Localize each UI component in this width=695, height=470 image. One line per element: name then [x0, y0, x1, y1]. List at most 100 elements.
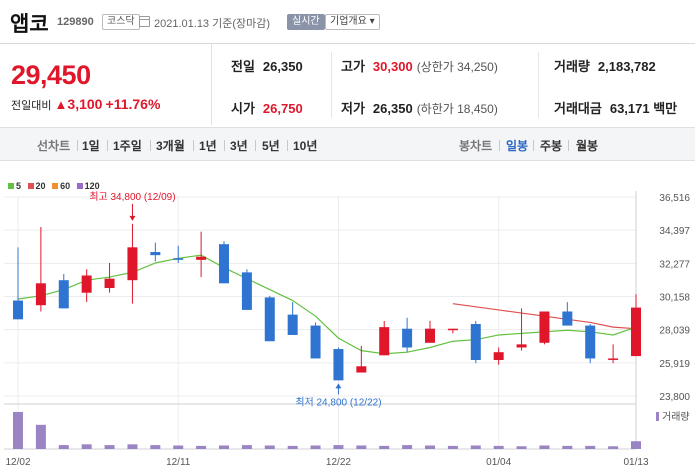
high-value: 30,300 [372, 59, 413, 74]
change-percent: +11.76% [105, 96, 161, 112]
prev-close-value: 26,350 [262, 59, 303, 74]
volume-bar [13, 411, 23, 449]
candle-body [81, 275, 92, 293]
realtime-button[interactable]: 실시간 [287, 14, 325, 30]
candle-body [356, 366, 367, 373]
volume-bar [608, 446, 619, 449]
amount-label: 거래대금 [554, 101, 602, 116]
y-tick-label: 23,800 [659, 392, 690, 403]
ma20-label: 20 [35, 181, 46, 191]
candle-body [539, 311, 550, 343]
ma120-label: 120 [84, 181, 100, 191]
period-3y[interactable]: 3년 [230, 139, 248, 153]
x-tick-label: 01/13 [623, 457, 648, 468]
period-1w[interactable]: 1주일 [113, 139, 142, 153]
candle-daily[interactable]: 일봉 [506, 139, 529, 153]
corp-info-button[interactable]: 기업개요 ▾ [325, 14, 380, 30]
period-separator [533, 140, 534, 151]
x-tick-label: 12/22 [326, 457, 351, 468]
high-label: 고가 [341, 59, 365, 74]
lower-limit: (하한가 18,450) [416, 102, 498, 116]
candle-weekly[interactable]: 주봉 [540, 139, 563, 153]
candle-body [219, 244, 229, 284]
volume-value: 2,183,782 [597, 59, 656, 74]
volume-bar [516, 446, 527, 449]
candle-monthly[interactable]: 월봉 [576, 139, 599, 153]
candle-body [493, 352, 504, 361]
amount-cell: 거래대금 63,171 백만 [554, 98, 677, 117]
candle-body [562, 311, 573, 326]
candle-body [287, 314, 298, 335]
ma5-line [17, 254, 637, 355]
price-box: 29,450 전일대비 ▲3,100 +11.76% [0, 44, 212, 125]
period-separator [150, 140, 151, 151]
volume-bar [447, 445, 458, 449]
period-separator [77, 140, 78, 151]
quote-date: 2021.01.13 기준(장마감) [154, 18, 271, 30]
calendar-icon [139, 16, 150, 27]
ma5-swatch [8, 183, 14, 189]
x-tick-label: 12/11 [166, 457, 191, 468]
candle-body [333, 349, 344, 381]
high-cell: 고가 30,300 (상한가 34,250) [341, 56, 498, 75]
y-tick-label: 30,158 [659, 293, 690, 304]
volume-legend-swatch [656, 412, 659, 421]
candle-body [127, 247, 138, 281]
ma60-label: 60 [60, 181, 71, 191]
period-3m[interactable]: 3개월 [156, 139, 185, 153]
volume-bar [562, 445, 573, 449]
period-5y[interactable]: 5년 [262, 139, 280, 153]
period-1d[interactable]: 1일 [82, 139, 100, 153]
volume-bar [219, 445, 229, 449]
quote-summary: 29,450 전일대비 ▲3,100 +11.76% 전일 26,350 시가 26… [0, 44, 695, 125]
column-divider [538, 52, 539, 118]
low-label: 저가 [341, 101, 365, 116]
open-value: 26,750 [262, 101, 303, 116]
candle-chart-button[interactable]: 봉차트 [459, 139, 493, 153]
volume-bar [310, 445, 321, 449]
candle-body [402, 328, 413, 348]
prev-close-cell: 전일 26,350 [231, 56, 303, 75]
volume-bar [58, 445, 69, 449]
period-10y[interactable]: 10년 [293, 139, 318, 153]
change-label: 전일대비 [11, 100, 52, 112]
ma5-label: 5 [16, 181, 22, 191]
change-row: 전일대비 ▲3,100 +11.76% [11, 96, 160, 113]
period-1y[interactable]: 1년 [199, 139, 217, 153]
y-tick-label: 25,919 [659, 359, 690, 370]
low-annotation: 최저 24,800 (12/22) [295, 396, 381, 408]
volume-bar [539, 445, 550, 449]
volume-cell: 거래량 2,183,782 [554, 56, 656, 75]
period-separator [224, 140, 225, 151]
volume-legend-label: 거래량 [662, 411, 690, 423]
open-label: 시가 [231, 101, 255, 116]
candle-body [150, 252, 161, 256]
candle-body [104, 278, 115, 289]
candle-body [264, 297, 275, 342]
ma60-swatch [52, 183, 59, 189]
period-separator [499, 140, 500, 151]
volume-bar [104, 445, 115, 449]
candle-body [241, 272, 252, 310]
candle-body [58, 280, 69, 309]
stock-code: 129890 [57, 16, 94, 28]
volume-bar [81, 444, 92, 449]
volume-bar [127, 444, 138, 449]
volume-bar [402, 445, 413, 449]
y-tick-label: 34,397 [659, 226, 690, 237]
candle-body [35, 283, 46, 306]
candle-body [631, 307, 641, 357]
low-value: 26,350 [372, 101, 413, 116]
stock-header: 앱코 129890 코스닥 2021.01.13 기준(장마감) 실시간 기업개… [0, 0, 695, 44]
volume-bar [264, 445, 275, 449]
high-arrow-head [129, 215, 136, 221]
current-price: 29,450 [11, 60, 91, 90]
ma20-swatch [27, 183, 34, 189]
header-divider [0, 43, 695, 44]
volume-bar [35, 424, 46, 449]
line-chart-button[interactable]: 선차트 [37, 139, 71, 153]
candle-body [379, 327, 390, 356]
period-separator [568, 140, 569, 151]
candle-body [516, 344, 527, 348]
